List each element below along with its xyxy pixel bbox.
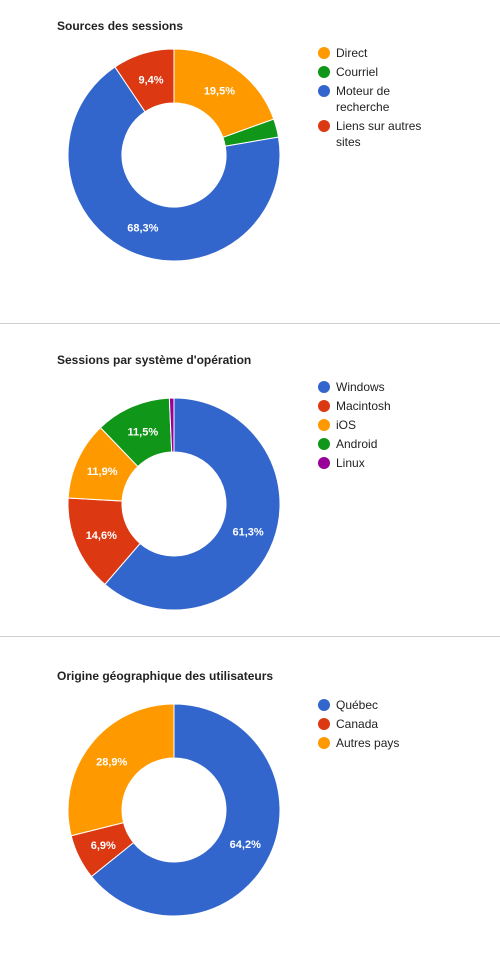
chart-panel-geo: Origine géographique des utilisateurs 64,…	[0, 637, 500, 954]
legend-label-direct: Direct	[336, 46, 368, 60]
slice-windows	[104, 397, 281, 611]
legend-label-moteur-de-recherche: Moteur de recherche	[336, 84, 390, 114]
legend-label-autres-pays: Autres pays	[336, 736, 399, 750]
legend-marker-moteur-de-recherche	[318, 85, 330, 97]
legend-marker-android	[318, 438, 330, 450]
slice-moteur-de-recherche	[67, 66, 281, 262]
legend-label-macintosh: Macintosh	[336, 399, 391, 413]
chart-title: Origine géographique des utilisateurs	[57, 669, 273, 683]
legend-marker-macintosh	[318, 400, 330, 412]
divider	[0, 323, 500, 324]
chart-panel-os: Sessions par système d'opération 61,3% 14,…	[0, 324, 500, 636]
legend-marker-liens-sur-autres-sites	[318, 120, 330, 132]
legend-marker-ios	[318, 419, 330, 431]
legend-marker-quebec	[318, 699, 330, 711]
legend-label-android: Android	[336, 437, 377, 451]
slice-label-direct: 19,5%	[204, 85, 235, 97]
slice-autres-pays	[67, 703, 175, 837]
slice-label-macintosh: 14,6%	[86, 530, 117, 542]
legend-label-ios: iOS	[336, 418, 356, 432]
slice-direct	[173, 48, 275, 139]
divider	[0, 636, 500, 637]
legend-marker-windows	[318, 381, 330, 393]
slice-label-ios: 11,9%	[87, 466, 118, 478]
legend-label-canada: Canada	[336, 717, 378, 731]
legend-marker-autres-pays	[318, 737, 330, 749]
slice-label-quebec: 64,2%	[230, 839, 261, 851]
legend-marker-courriel	[318, 66, 330, 78]
chart-title: Sources des sessions	[57, 19, 183, 33]
slice-liens-sur-autres-sites	[114, 48, 175, 113]
donut-chart-os: Sessions par système d'opération 61,3% 14,…	[57, 353, 391, 611]
slice-label-liens-sur-autres-sites: 9,4%	[138, 74, 163, 86]
slice-label-moteur-de-recherche: 68,3%	[127, 223, 158, 235]
donut-chart-sources: Sources des sessions 19,5% 68,3% 9,4% Direct…	[57, 19, 421, 262]
donut-chart-geo: Origine géographique des utilisateurs 64,…	[57, 669, 399, 917]
legend-label-windows: Windows	[336, 380, 385, 394]
legend-label-quebec: Québec	[336, 698, 378, 712]
legend-marker-linux	[318, 457, 330, 469]
legend-label-courriel: Courriel	[336, 65, 378, 79]
legend-marker-direct	[318, 47, 330, 59]
slice-quebec	[90, 703, 281, 917]
slice-label-android: 11,5%	[128, 426, 159, 438]
slice-label-windows: 61,3%	[232, 526, 263, 538]
slice-label-canada: 6,9%	[91, 840, 116, 852]
slice-label-autres-pays: 28,9%	[96, 756, 127, 768]
slice-linux	[168, 397, 175, 453]
legend-label-liens-sur-autres-sites: Liens sur autres sites	[336, 119, 421, 149]
chart-panel-sources: Sources des sessions 19,5% 68,3% 9,4% Direct…	[0, 0, 500, 323]
legend-label-linux: Linux	[336, 456, 365, 470]
legend-marker-canada	[318, 718, 330, 730]
chart-title: Sessions par système d'opération	[57, 353, 251, 367]
